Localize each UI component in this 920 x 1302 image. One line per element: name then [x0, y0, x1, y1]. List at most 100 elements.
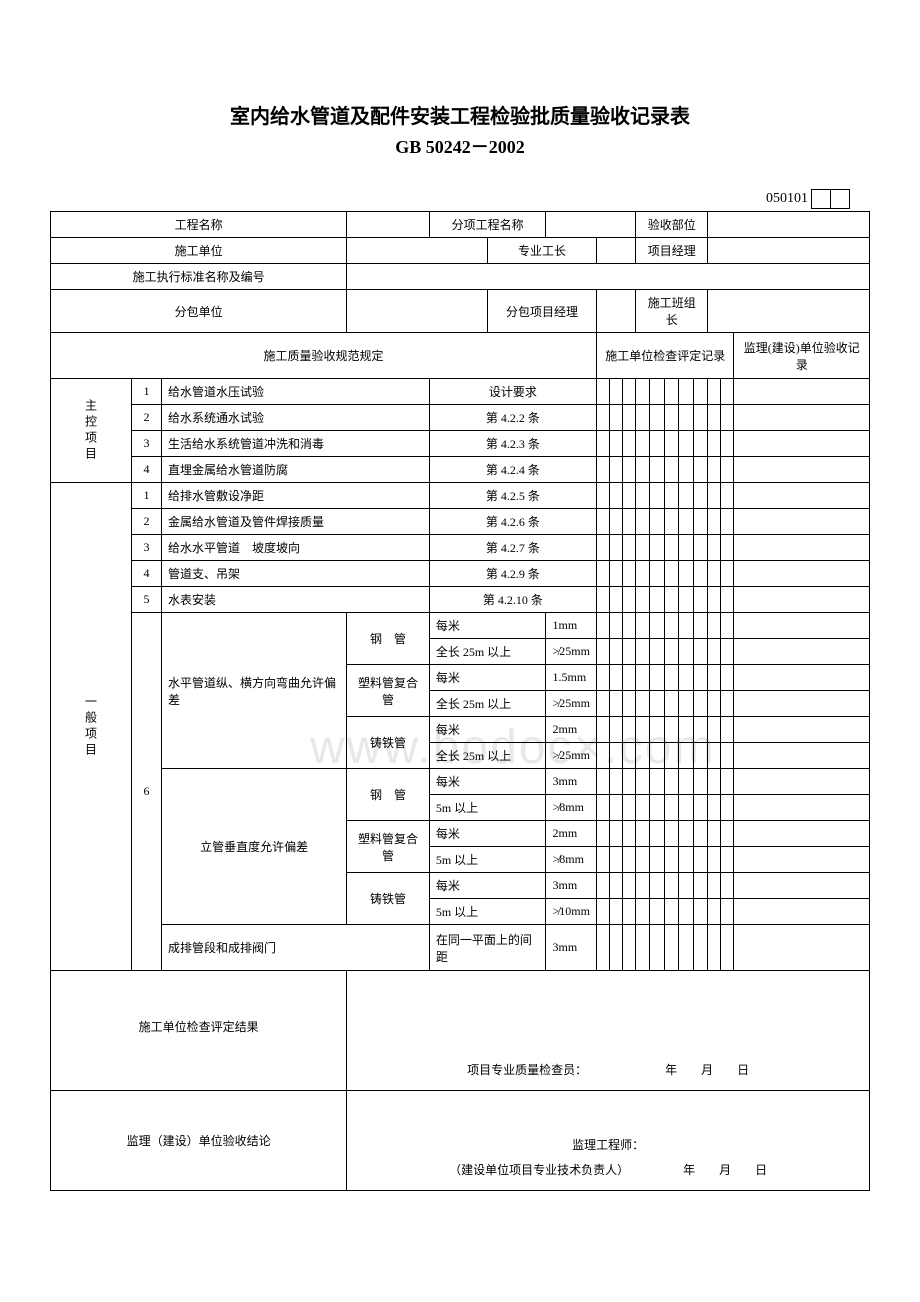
- gen-item-5: 水表安装: [162, 587, 430, 613]
- gen-sup: [734, 717, 870, 743]
- sub-pm-value: [596, 290, 635, 333]
- gen-cell: [622, 639, 635, 665]
- gen6-h-v4: ≯25mm: [546, 691, 596, 717]
- acceptance-part-value: [708, 212, 870, 238]
- gen6-valve-measure: 在同一平面上的间距: [429, 925, 546, 971]
- gen6-v-v4: ≯8mm: [546, 847, 596, 873]
- gen-cell: [693, 821, 708, 847]
- gen-cell: [721, 873, 734, 899]
- gen-cell: [679, 717, 694, 743]
- gen-cell: [721, 847, 734, 873]
- gen6-h-m2: 全长 25m 以上: [429, 639, 546, 665]
- gen-cell: [609, 561, 622, 587]
- gen-cell: [679, 691, 694, 717]
- gen-cell: [708, 821, 721, 847]
- gen-cell: [721, 899, 734, 925]
- gen-cell: [693, 561, 708, 587]
- gen-cell: [693, 639, 708, 665]
- gen-cell: [609, 691, 622, 717]
- mc-sup-4: [734, 457, 870, 483]
- gen-cell: [622, 925, 635, 971]
- gen-cell: [664, 509, 679, 535]
- gen-cell: [693, 613, 708, 639]
- gen-cell: [708, 613, 721, 639]
- gen6-h-v3: 1.5mm: [546, 665, 596, 691]
- gen-cell: [609, 743, 622, 769]
- project-name-label: 工程名称: [51, 212, 347, 238]
- gen6-row-h1: 6 水平管道纵、横方向弯曲允许偏差 钢 管 每米 1mm: [51, 613, 870, 639]
- gen-cell: [622, 665, 635, 691]
- gen-cell: [596, 717, 609, 743]
- result-row: 施工单位检查评定结果 项目专业质量检查员： 年 月 日: [51, 971, 870, 1091]
- mc-req-2: 第 4.2.2 条: [429, 405, 596, 431]
- gen-cell: [650, 873, 665, 899]
- gen-cell: [679, 639, 694, 665]
- gen-no-2: 2: [132, 509, 162, 535]
- gen-cell: [596, 925, 609, 971]
- gen-no-5: 5: [132, 587, 162, 613]
- gen6-v-m5: 每米: [429, 873, 546, 899]
- gen-cell: [721, 587, 734, 613]
- gen-cell: [664, 535, 679, 561]
- gen-cell: [664, 873, 679, 899]
- gen-no-1: 1: [132, 483, 162, 509]
- gen-cell: [650, 925, 665, 971]
- gen-cell: [664, 691, 679, 717]
- conclusion-date: 年 月 日: [683, 1163, 767, 1177]
- mc-item-4: 直埋金属给水管道防腐: [162, 457, 430, 483]
- section-header-row: 施工质量验收规范规定 施工单位检查评定记录 监理(建设)单位验收记录: [51, 333, 870, 379]
- gen-item-3: 给水水平管道 坡度坡向: [162, 535, 430, 561]
- gen-cell: [635, 613, 650, 639]
- mc-cell: [664, 379, 679, 405]
- spec-label: 施工质量验收规范规定: [51, 333, 597, 379]
- gen-cell: [693, 717, 708, 743]
- mc-no-4: 4: [132, 457, 162, 483]
- gen-item-2: 金属给水管道及管件焊接质量: [162, 509, 430, 535]
- gen-cell: [708, 717, 721, 743]
- gen-cell: [708, 561, 721, 587]
- gen-req-4: 第 4.2.9 条: [429, 561, 596, 587]
- gen-cell: [693, 535, 708, 561]
- gen-cell: [693, 873, 708, 899]
- gen-cell: [609, 769, 622, 795]
- gen-cell: [664, 587, 679, 613]
- gen6-h-m4: 全长 25m 以上: [429, 691, 546, 717]
- mc-cell: [635, 405, 650, 431]
- mc-cell: [650, 457, 665, 483]
- gen-cell: [693, 847, 708, 873]
- gen-cell: [679, 769, 694, 795]
- gen-cell: [609, 587, 622, 613]
- page-container: www.bodoc×.com 室内给水管道及配件安装工程检验批质量验收记录表 G…: [50, 100, 870, 1191]
- gen-cell: [708, 535, 721, 561]
- gen-cell: [721, 535, 734, 561]
- header-row-4: 分包单位 分包项目经理 施工班组长: [51, 290, 870, 333]
- gen-cell: [596, 483, 609, 509]
- mc-no-1: 1: [132, 379, 162, 405]
- gen-cell: [650, 665, 665, 691]
- gen-cell: [679, 665, 694, 691]
- main-table: 工程名称 分项工程名称 验收部位 施工单位 专业工长 项目经理 施工执行标准名称…: [50, 211, 870, 1191]
- gen-cell: [609, 899, 622, 925]
- mc-cell: [622, 405, 635, 431]
- gen-cell: [622, 613, 635, 639]
- gen-cell: [693, 665, 708, 691]
- gen-cell: [664, 639, 679, 665]
- gen-cell: [650, 691, 665, 717]
- mc-cell: [664, 405, 679, 431]
- gen-cell: [650, 509, 665, 535]
- gen6-plastic-h: 塑料管复合管: [347, 665, 430, 717]
- gen-cell: [708, 743, 721, 769]
- gen-cell: [679, 587, 694, 613]
- gen-cell: [650, 743, 665, 769]
- gen-cell: [664, 561, 679, 587]
- gen-cell: [708, 847, 721, 873]
- project-manager-value: [708, 238, 870, 264]
- gen-req-1: 第 4.2.5 条: [429, 483, 596, 509]
- gen-cell: [679, 613, 694, 639]
- mc-cell: [650, 431, 665, 457]
- gen-cell: [635, 873, 650, 899]
- gen-cell: [596, 847, 609, 873]
- gen-cell: [622, 743, 635, 769]
- supervision-label: 监理(建设)单位验收记录: [734, 333, 870, 379]
- gen-cell: [622, 795, 635, 821]
